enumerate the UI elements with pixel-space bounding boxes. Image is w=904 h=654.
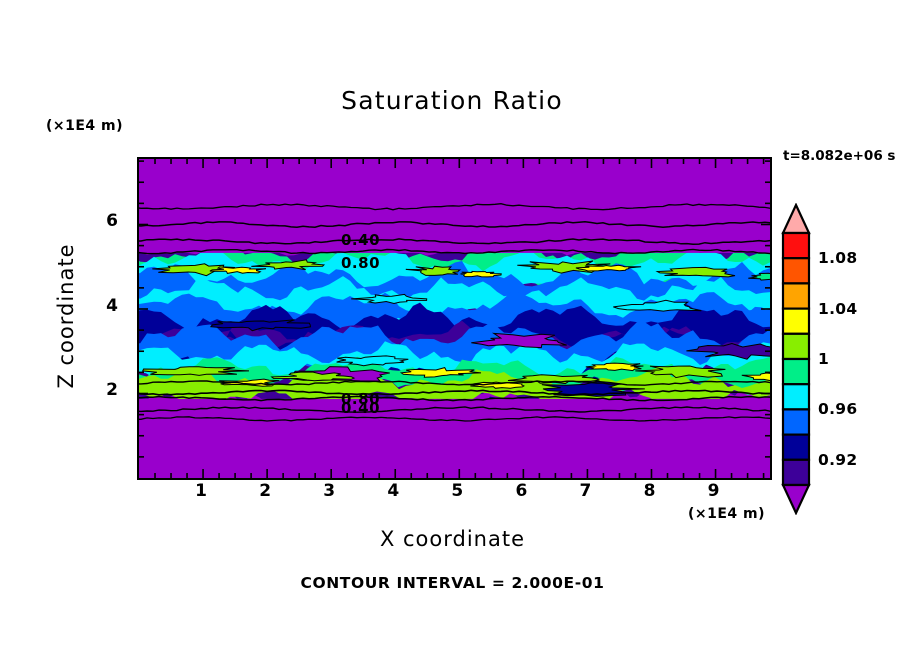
x-tick-label: 7 bbox=[579, 481, 592, 501]
colorbar-tick-label: 1.04 bbox=[818, 299, 858, 318]
colorbar-tick-label: 1.08 bbox=[818, 249, 858, 268]
x-tick-label: 4 bbox=[387, 481, 400, 501]
contour-field bbox=[139, 159, 770, 478]
colorbar-swatches bbox=[781, 202, 811, 516]
contour-label: 0.40 bbox=[341, 231, 381, 249]
x-tick-label: 6 bbox=[515, 481, 528, 501]
contour-label: 0.80 bbox=[341, 390, 381, 408]
colorbar-tick-label: 0.92 bbox=[818, 450, 858, 469]
y-tick-label: 2 bbox=[106, 380, 118, 401]
x-tick-label: 9 bbox=[707, 481, 720, 501]
contour-plot-canvas bbox=[137, 157, 772, 480]
contour-interval-note: CONTOUR INTERVAL = 2.000E-01 bbox=[300, 574, 605, 592]
x-tick-label: 2 bbox=[259, 481, 272, 501]
colorbar-tick-label: 1 bbox=[818, 350, 830, 368]
x-tick-label: 1 bbox=[195, 481, 207, 501]
contour-label: 0.80 bbox=[341, 254, 381, 272]
y-axis-units-label: (×1E4 m) bbox=[46, 118, 124, 134]
x-axis-units-label: (×1E4 m) bbox=[688, 506, 766, 522]
contour-label: 0.40 bbox=[341, 399, 381, 417]
x-tick-label: 5 bbox=[451, 481, 464, 501]
colorbar-tick-label: 0.96 bbox=[818, 400, 858, 419]
time-annotation: t=8.082e+06 s bbox=[783, 148, 896, 164]
x-tick-label: 8 bbox=[643, 481, 656, 501]
x-axis-title: X coordinate bbox=[379, 527, 526, 551]
x-tick-label: 3 bbox=[323, 481, 336, 501]
page-title: Saturation Ratio bbox=[341, 86, 563, 115]
colorbar bbox=[779, 202, 813, 516]
y-tick-label: 6 bbox=[106, 211, 118, 232]
y-tick-label: 4 bbox=[106, 295, 118, 316]
y-axis-title: Z coordinate bbox=[54, 243, 78, 389]
